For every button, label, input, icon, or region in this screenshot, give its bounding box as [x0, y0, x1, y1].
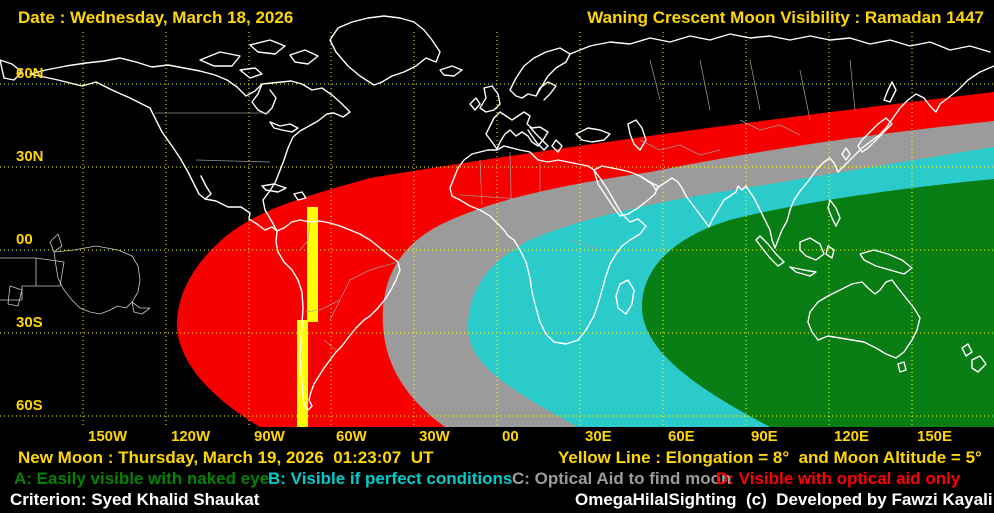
lat-label-30s: 30S	[16, 314, 43, 331]
lon-label-120w: 120W	[171, 428, 211, 445]
lon-label-60w: 60W	[336, 428, 367, 445]
lon-label-30w: 30W	[419, 428, 450, 445]
lat-label-60s: 60S	[16, 397, 43, 414]
coastlines	[0, 15, 994, 411]
axis-strip	[0, 427, 994, 447]
lon-label-150e: 150E	[917, 428, 953, 445]
yellow-line-info: Yellow Line : Elongation = 8° and Moon A…	[558, 448, 982, 467]
legend-item-d: D: Visible with optical aid only	[716, 469, 961, 488]
lon-label-60e: 60E	[668, 428, 695, 445]
lat-label-60n: 60N	[16, 65, 44, 82]
left-edge-map-artifacts	[0, 233, 151, 315]
new-moon-label: New Moon : Thursday, March 19, 2026 01:2…	[18, 448, 434, 467]
legend-item-a: A: Easily visible with naked eye	[14, 469, 270, 488]
world-map-svg	[0, 15, 994, 447]
lat-label-00: 00	[16, 231, 33, 248]
lon-label-00: 00	[502, 428, 519, 445]
lon-label-120e: 120E	[834, 428, 870, 445]
lon-label-90w: 90W	[254, 428, 285, 445]
visibility-zones	[176, 92, 994, 427]
page-title: Waning Crescent Moon Visibility : Ramada…	[587, 8, 984, 27]
yellow-elongation-line	[297, 207, 318, 427]
lon-label-150w: 150W	[88, 428, 128, 445]
credit-label: OmegaHilalSighting (c) Developed by Fawz…	[575, 490, 993, 509]
legend-item-c: C: Optical Aid to find moon	[512, 469, 732, 488]
lon-label-30e: 30E	[585, 428, 612, 445]
criterion-label: Criterion: Syed Khalid Shaukat	[10, 490, 260, 509]
grid-lines	[0, 32, 994, 427]
country-borders	[155, 59, 856, 351]
lat-label-30n: 30N	[16, 148, 44, 165]
date-label: Date : Wednesday, March 18, 2026	[18, 8, 294, 27]
lon-label-90e: 90E	[751, 428, 778, 445]
legend-item-b: B: Visible if perfect conditions	[268, 469, 513, 488]
